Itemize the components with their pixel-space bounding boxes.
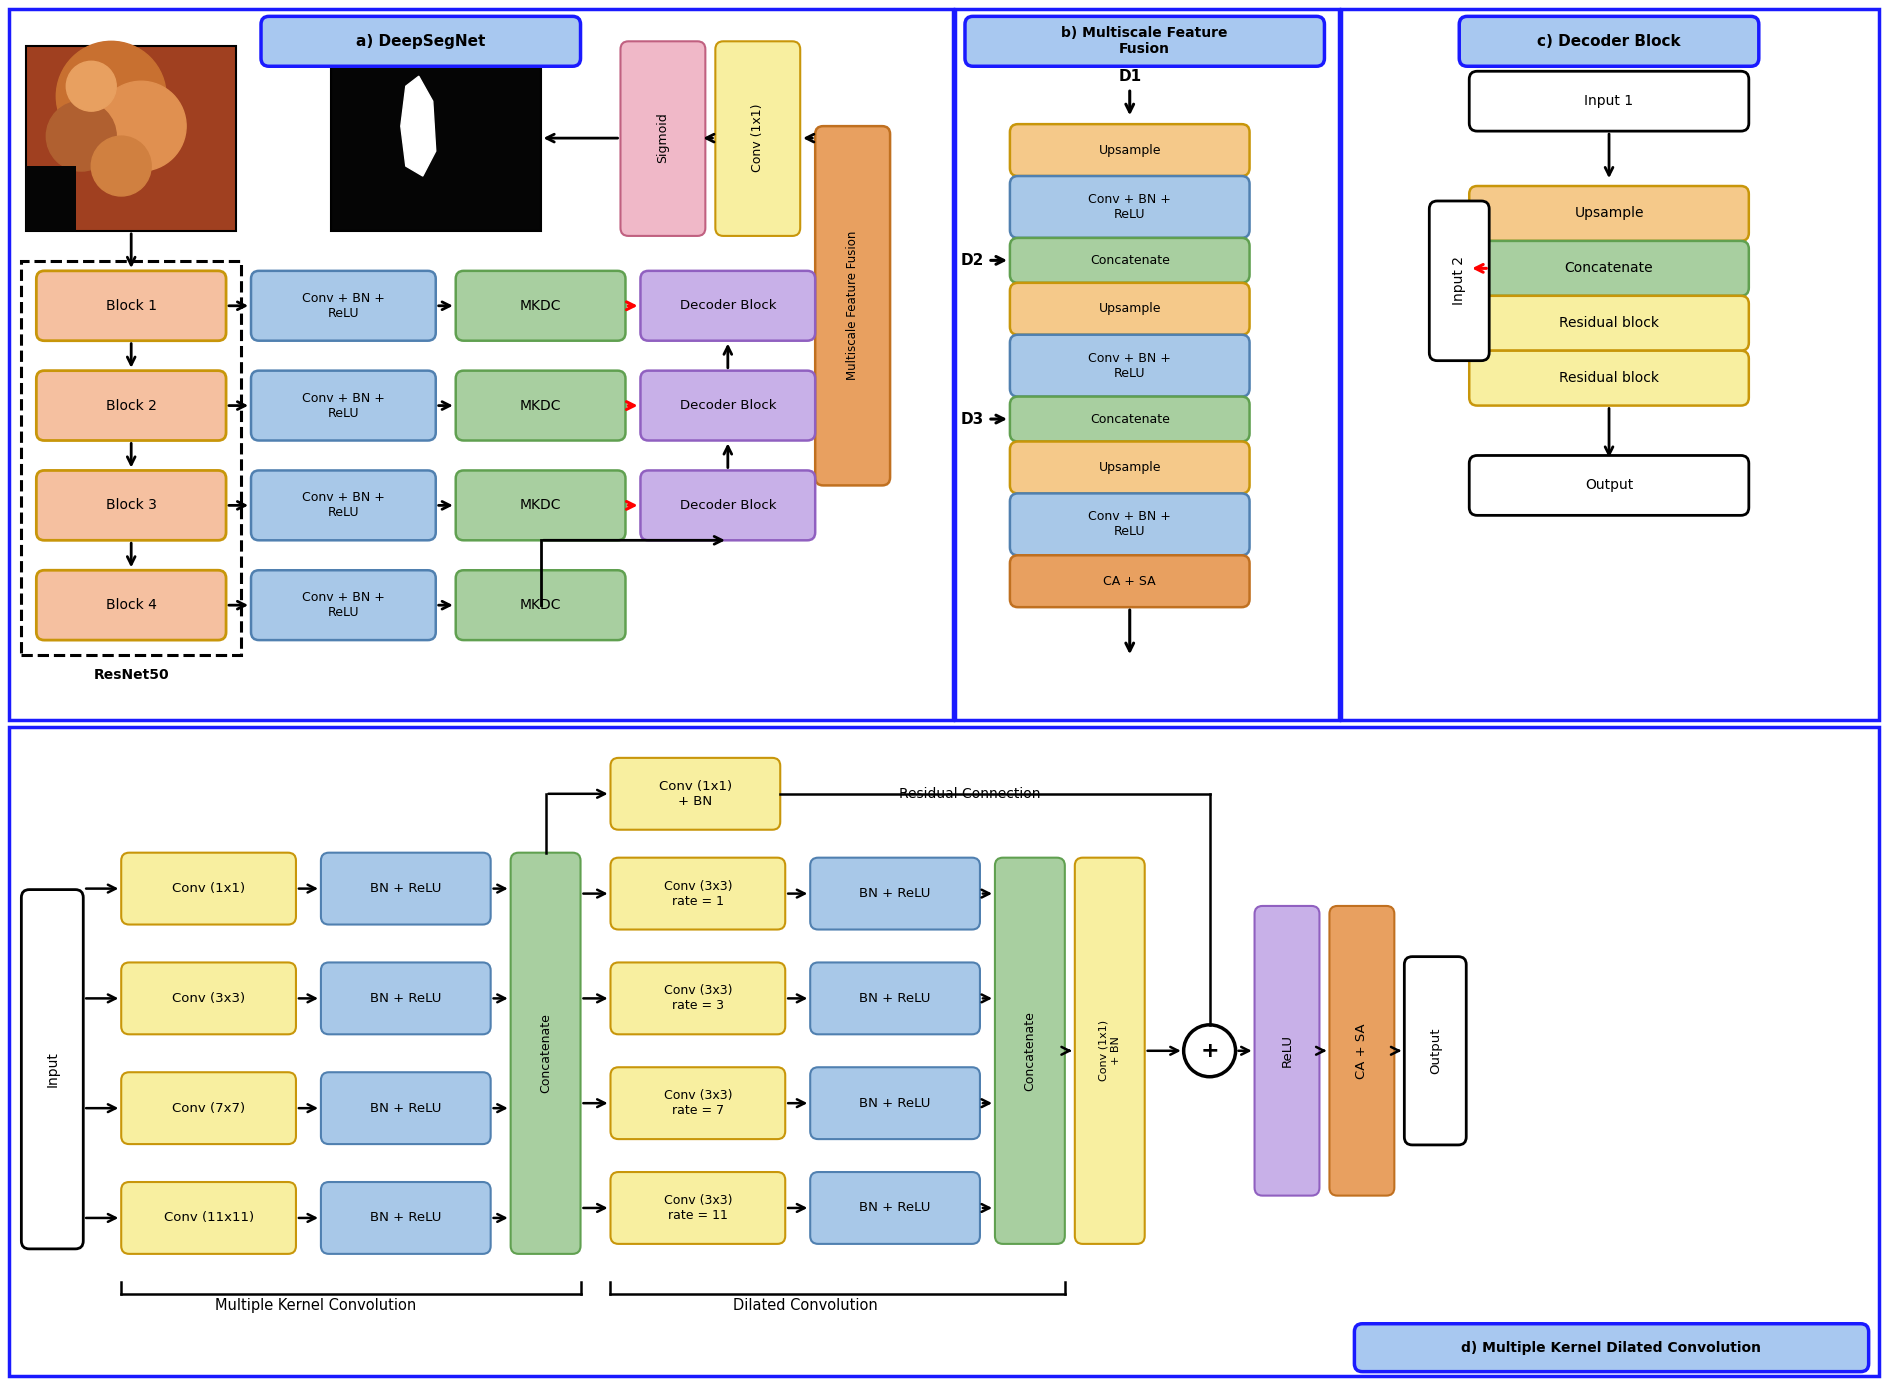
FancyBboxPatch shape	[1011, 176, 1249, 238]
FancyBboxPatch shape	[1469, 71, 1748, 132]
FancyBboxPatch shape	[455, 371, 626, 440]
FancyBboxPatch shape	[121, 1181, 296, 1253]
Text: Output: Output	[1430, 1028, 1441, 1073]
Text: Conv (3x3): Conv (3x3)	[173, 992, 245, 1006]
FancyBboxPatch shape	[1011, 442, 1249, 493]
Text: BN + ReLU: BN + ReLU	[370, 1101, 442, 1115]
FancyBboxPatch shape	[1405, 957, 1466, 1145]
Text: Conv (11x11): Conv (11x11)	[163, 1212, 254, 1224]
FancyBboxPatch shape	[320, 1181, 491, 1253]
FancyBboxPatch shape	[455, 571, 626, 640]
Text: Upsample: Upsample	[1098, 461, 1160, 474]
Text: Conv + BN +
ReLU: Conv + BN + ReLU	[1088, 510, 1172, 539]
Text: BN + ReLU: BN + ReLU	[370, 992, 442, 1006]
Text: c) Decoder Block: c) Decoder Block	[1538, 33, 1682, 48]
FancyBboxPatch shape	[810, 857, 980, 929]
FancyBboxPatch shape	[1011, 493, 1249, 555]
Text: Decoder Block: Decoder Block	[679, 499, 775, 512]
Bar	[956, 10, 1339, 720]
FancyBboxPatch shape	[1460, 17, 1759, 66]
FancyBboxPatch shape	[641, 271, 815, 341]
Text: Dilated Convolution: Dilated Convolution	[734, 1298, 878, 1313]
Text: ResNet50: ResNet50	[93, 668, 169, 681]
FancyBboxPatch shape	[641, 471, 815, 540]
FancyBboxPatch shape	[250, 371, 436, 440]
FancyBboxPatch shape	[455, 471, 626, 540]
Bar	[9, 727, 1879, 1375]
Text: Concatenate: Concatenate	[1024, 1011, 1037, 1091]
Text: Upsample: Upsample	[1098, 144, 1160, 157]
Text: Residual block: Residual block	[1559, 371, 1659, 385]
FancyBboxPatch shape	[1075, 857, 1145, 1244]
FancyBboxPatch shape	[810, 963, 980, 1035]
Text: Concatenate: Concatenate	[1564, 262, 1653, 276]
Text: +: +	[1200, 1040, 1219, 1061]
FancyBboxPatch shape	[1011, 335, 1249, 396]
Text: Conv (3x3)
rate = 1: Conv (3x3) rate = 1	[664, 879, 732, 907]
FancyBboxPatch shape	[810, 1068, 980, 1138]
FancyBboxPatch shape	[250, 271, 436, 341]
Text: Concatenate: Concatenate	[538, 1014, 552, 1093]
Text: Decoder Block: Decoder Block	[679, 299, 775, 312]
Text: MKDC: MKDC	[520, 399, 561, 413]
FancyBboxPatch shape	[1011, 283, 1249, 335]
FancyBboxPatch shape	[611, 1068, 785, 1138]
FancyBboxPatch shape	[1469, 296, 1748, 350]
Polygon shape	[400, 76, 436, 176]
Text: CA + SA: CA + SA	[1356, 1024, 1369, 1079]
Text: Input: Input	[46, 1051, 59, 1087]
Circle shape	[97, 82, 186, 172]
Text: BN + ReLU: BN + ReLU	[370, 882, 442, 895]
Text: CA + SA: CA + SA	[1103, 575, 1157, 587]
FancyBboxPatch shape	[21, 889, 83, 1249]
FancyBboxPatch shape	[36, 271, 226, 341]
Text: Concatenate: Concatenate	[1090, 253, 1170, 267]
Bar	[9, 10, 954, 720]
Text: Conv + BN +
ReLU: Conv + BN + ReLU	[301, 292, 385, 320]
FancyBboxPatch shape	[810, 1172, 980, 1244]
Circle shape	[66, 61, 116, 111]
Text: Block 1: Block 1	[106, 299, 157, 313]
Text: Conv (7x7): Conv (7x7)	[173, 1101, 245, 1115]
FancyBboxPatch shape	[815, 126, 889, 485]
Text: d) Multiple Kernel Dilated Convolution: d) Multiple Kernel Dilated Convolution	[1462, 1341, 1761, 1355]
FancyBboxPatch shape	[1469, 350, 1748, 406]
FancyBboxPatch shape	[262, 17, 580, 66]
Text: Conv (3x3)
rate = 11: Conv (3x3) rate = 11	[664, 1194, 732, 1222]
Text: Upsample: Upsample	[1574, 206, 1644, 220]
Text: BN + ReLU: BN + ReLU	[859, 1097, 931, 1109]
FancyBboxPatch shape	[1011, 125, 1249, 176]
Text: Conv + BN +
ReLU: Conv + BN + ReLU	[301, 591, 385, 619]
FancyBboxPatch shape	[1430, 201, 1488, 360]
Bar	[1342, 10, 1879, 720]
Text: Concatenate: Concatenate	[1090, 413, 1170, 425]
FancyBboxPatch shape	[250, 571, 436, 640]
FancyBboxPatch shape	[121, 1072, 296, 1144]
FancyBboxPatch shape	[965, 17, 1325, 66]
Text: Output: Output	[1585, 478, 1632, 493]
Text: Conv (3x3)
rate = 3: Conv (3x3) rate = 3	[664, 985, 732, 1012]
FancyBboxPatch shape	[715, 42, 800, 235]
FancyBboxPatch shape	[1469, 241, 1748, 296]
FancyBboxPatch shape	[611, 1172, 785, 1244]
Bar	[332, 46, 540, 231]
Text: Block 2: Block 2	[106, 399, 157, 413]
Text: Conv + BN +
ReLU: Conv + BN + ReLU	[1088, 352, 1172, 379]
FancyBboxPatch shape	[121, 853, 296, 925]
Circle shape	[91, 136, 152, 197]
FancyBboxPatch shape	[995, 857, 1066, 1244]
FancyBboxPatch shape	[320, 963, 491, 1035]
FancyBboxPatch shape	[1011, 396, 1249, 442]
FancyBboxPatch shape	[1011, 555, 1249, 607]
FancyBboxPatch shape	[121, 963, 296, 1035]
FancyBboxPatch shape	[36, 371, 226, 440]
Text: BN + ReLU: BN + ReLU	[370, 1212, 442, 1224]
Text: Conv (3x3)
rate = 7: Conv (3x3) rate = 7	[664, 1089, 732, 1118]
Text: MKDC: MKDC	[520, 299, 561, 313]
Text: D1: D1	[1119, 69, 1141, 83]
FancyBboxPatch shape	[455, 271, 626, 341]
Bar	[27, 46, 235, 231]
Text: Conv + BN +
ReLU: Conv + BN + ReLU	[301, 492, 385, 519]
Text: Input 1: Input 1	[1585, 94, 1634, 108]
Bar	[21, 260, 241, 655]
